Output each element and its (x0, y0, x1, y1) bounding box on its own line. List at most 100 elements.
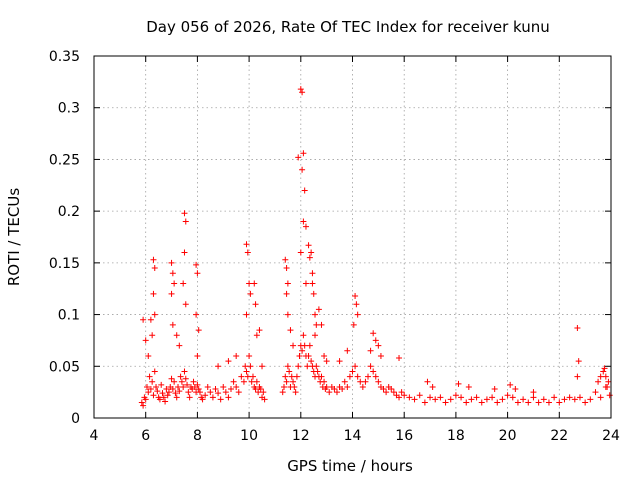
data-point (318, 321, 325, 328)
data-point (146, 373, 153, 380)
data-point (252, 301, 259, 308)
data-point (246, 280, 253, 287)
data-point (255, 389, 262, 396)
data-point (180, 280, 187, 287)
data-point (173, 394, 180, 401)
y-tick-label: 0.15 (49, 256, 80, 272)
data-point (151, 265, 158, 272)
data-point (284, 280, 291, 287)
data-point (178, 378, 185, 385)
data-point (372, 337, 379, 344)
data-point (186, 394, 193, 401)
data-points (138, 86, 613, 409)
data-point (314, 368, 321, 375)
data-point (160, 394, 167, 401)
data-point (411, 396, 418, 403)
data-point (605, 378, 612, 385)
data-point (190, 378, 197, 385)
x-tick-label: 8 (193, 428, 202, 444)
data-point (287, 327, 294, 334)
data-point (181, 249, 188, 256)
data-point (243, 241, 250, 248)
data-point (372, 373, 379, 380)
data-point (302, 223, 309, 230)
data-point (390, 389, 397, 396)
data-point (247, 363, 254, 370)
data-point (243, 311, 250, 318)
data-point (308, 358, 315, 365)
data-point (295, 154, 302, 161)
data-point (305, 242, 312, 249)
data-point (309, 280, 316, 287)
y-axis-label: ROTI / TECUs (5, 188, 23, 286)
data-point (182, 301, 189, 308)
data-point (344, 383, 351, 390)
data-point (252, 386, 259, 393)
x-tick-label: 22 (550, 428, 568, 444)
data-point (295, 363, 302, 370)
data-point (193, 261, 200, 268)
data-point (566, 394, 573, 401)
data-point (406, 394, 413, 401)
data-point (551, 394, 558, 401)
data-point (284, 363, 291, 370)
data-point (140, 402, 147, 409)
data-point (225, 394, 232, 401)
data-point (296, 352, 303, 359)
data-point (604, 383, 611, 390)
y-tick-label: 0.05 (49, 359, 80, 375)
data-point (602, 373, 609, 380)
data-point (248, 378, 255, 385)
data-point (606, 392, 613, 399)
data-point (377, 352, 384, 359)
data-point (463, 399, 470, 406)
data-point (162, 398, 169, 405)
data-point (149, 378, 156, 385)
data-point (293, 373, 300, 380)
data-point (305, 352, 312, 359)
data-point (489, 394, 496, 401)
data-point (478, 399, 485, 406)
y-tick-label: 0.3 (58, 101, 80, 117)
data-point (375, 342, 382, 349)
data-point (156, 396, 163, 403)
data-point (336, 358, 343, 365)
data-point (242, 363, 249, 370)
data-point (164, 392, 171, 399)
data-point (169, 386, 176, 393)
data-point (352, 292, 359, 299)
data-point (597, 394, 604, 401)
x-tick-label: 10 (240, 428, 258, 444)
data-point (499, 396, 506, 403)
data-point (349, 368, 356, 375)
data-point (168, 290, 175, 297)
data-point (341, 378, 348, 385)
data-point (180, 383, 187, 390)
data-point (154, 388, 161, 395)
data-point (230, 378, 237, 385)
data-point (217, 396, 224, 403)
data-point (299, 166, 306, 173)
data-point (169, 270, 176, 277)
data-point (193, 311, 200, 318)
data-point (284, 311, 291, 318)
data-point (185, 389, 192, 396)
data-point (297, 86, 304, 93)
data-point (158, 381, 165, 388)
data-point (259, 363, 266, 370)
data-point (182, 375, 189, 382)
data-point (468, 396, 475, 403)
data-point (326, 389, 333, 396)
data-point (172, 390, 179, 397)
data-point (260, 389, 267, 396)
data-point (582, 399, 589, 406)
data-point (283, 378, 290, 385)
data-point (283, 290, 290, 297)
data-point (220, 383, 227, 390)
data-point (257, 386, 264, 393)
data-point (595, 378, 602, 385)
data-point (142, 396, 149, 403)
data-point (597, 373, 604, 380)
data-point (427, 394, 434, 401)
data-point (247, 290, 254, 297)
